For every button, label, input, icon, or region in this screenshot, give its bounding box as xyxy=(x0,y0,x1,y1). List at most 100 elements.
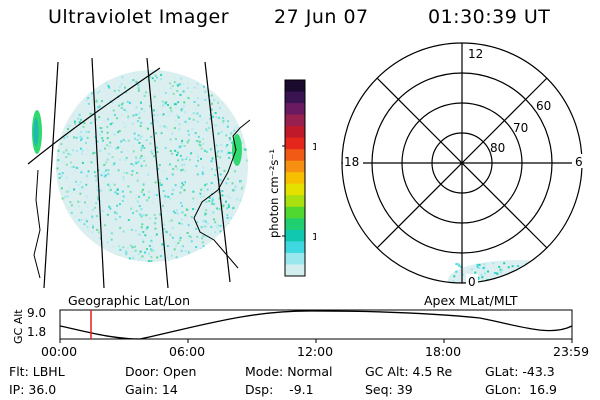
uv-speckle xyxy=(83,122,86,125)
polar-speckle xyxy=(483,266,486,269)
uv-speckle xyxy=(96,189,99,192)
uv-speckle xyxy=(87,97,90,100)
altitude-xtick-label-0000: 00:00 xyxy=(41,344,77,359)
uv-speckle xyxy=(145,139,148,142)
uv-speckle xyxy=(171,187,174,190)
polar-speckle xyxy=(506,276,509,279)
uv-speckle xyxy=(66,176,69,179)
uv-speckle xyxy=(210,94,213,97)
uv-speckle xyxy=(220,151,222,154)
polar-speckle xyxy=(520,268,523,271)
uv-speckle xyxy=(182,168,185,171)
uv-speckle xyxy=(125,156,128,159)
uv-speckle xyxy=(78,121,81,124)
uv-speckle xyxy=(169,106,172,109)
uv-speckle xyxy=(178,123,181,126)
uv-speckle xyxy=(96,228,99,231)
polar-speckle xyxy=(565,289,567,291)
uv-speckle xyxy=(151,77,154,80)
uv-speckle xyxy=(105,169,108,172)
uv-speckle xyxy=(76,150,79,152)
polar-speckle xyxy=(461,273,464,276)
uv-speckle xyxy=(124,159,127,161)
uv-speckle xyxy=(184,170,187,173)
uv-speckle xyxy=(230,132,233,135)
uv-speckle xyxy=(150,135,153,138)
uv-speckle xyxy=(195,86,198,89)
uv-speckle xyxy=(122,138,125,141)
uv-speckle xyxy=(179,145,182,148)
uv-speckle xyxy=(236,198,238,201)
uv-speckle xyxy=(225,134,228,137)
uv-speckle xyxy=(60,187,63,190)
uv-speckle xyxy=(216,155,219,158)
uv-speckle xyxy=(226,216,229,219)
altitude-ytick-1-8: 1.8 xyxy=(27,325,46,339)
uv-speckle xyxy=(97,106,100,109)
uv-speckle xyxy=(188,235,191,238)
uv-speckle xyxy=(134,229,137,232)
uv-speckle xyxy=(164,195,167,198)
uv-speckle xyxy=(150,150,153,153)
uv-speckle xyxy=(86,136,89,139)
uv-speckle xyxy=(146,199,149,202)
uv-speckle xyxy=(196,173,199,176)
uv-speckle xyxy=(69,201,72,204)
polar-speckle xyxy=(533,281,536,283)
uv-speckle xyxy=(155,109,158,112)
uv-speckle xyxy=(96,177,98,180)
uv-speckle xyxy=(152,249,155,252)
uv-speckle xyxy=(139,149,142,152)
uv-speckle xyxy=(171,85,174,87)
uv-speckle xyxy=(163,125,166,128)
uv-speckle xyxy=(105,214,108,217)
uv-speckle xyxy=(169,138,172,141)
uv-speckle xyxy=(155,146,158,149)
uv-speckle xyxy=(118,130,121,133)
polar-speckle xyxy=(544,276,547,279)
uv-speckle xyxy=(119,226,122,229)
polar-speckle xyxy=(579,276,582,279)
uv-speckle xyxy=(159,213,162,216)
uv-speckle xyxy=(187,130,190,132)
uv-speckle xyxy=(214,231,217,234)
uv-speckle xyxy=(105,201,108,204)
uv-speckle xyxy=(112,109,115,112)
uv-speckle xyxy=(143,110,146,113)
polar-speckle xyxy=(499,268,502,271)
uv-speckle xyxy=(220,131,223,133)
polar-speckle xyxy=(531,290,533,292)
uv-speckle xyxy=(131,170,134,172)
uv-speckle xyxy=(92,224,94,227)
uv-speckle xyxy=(201,118,204,121)
colorbar-band xyxy=(285,114,305,127)
uv-speckle xyxy=(203,235,206,238)
observation-time: 01:30:39 UT xyxy=(428,6,551,28)
uv-speckle xyxy=(137,177,140,180)
uv-speckle xyxy=(182,181,185,184)
uv-speckle xyxy=(148,75,151,78)
polar-speckle xyxy=(534,265,537,267)
uv-speckle xyxy=(208,233,211,236)
polar-speckle xyxy=(511,288,513,290)
uv-speckle xyxy=(201,98,204,100)
uv-speckle xyxy=(81,186,84,189)
uv-speckle xyxy=(150,260,153,262)
uv-speckle xyxy=(141,223,144,226)
polar-speckle xyxy=(470,268,473,271)
uv-speckle xyxy=(145,227,148,230)
uv-speckle xyxy=(175,244,178,247)
uv-speckle xyxy=(108,173,111,176)
uv-speckle xyxy=(99,200,102,203)
mlt-label-6: 6 xyxy=(575,155,583,169)
uv-speckle xyxy=(227,151,230,154)
uv-speckle xyxy=(85,174,88,177)
uv-speckle xyxy=(186,222,189,225)
uv-speckle xyxy=(234,185,237,188)
uv-speckle xyxy=(105,82,108,85)
polar-speckle xyxy=(481,276,484,279)
uv-speckle xyxy=(217,224,220,227)
colorbar-band xyxy=(285,206,305,219)
uv-speckle xyxy=(151,201,154,203)
uv-speckle xyxy=(114,218,117,221)
